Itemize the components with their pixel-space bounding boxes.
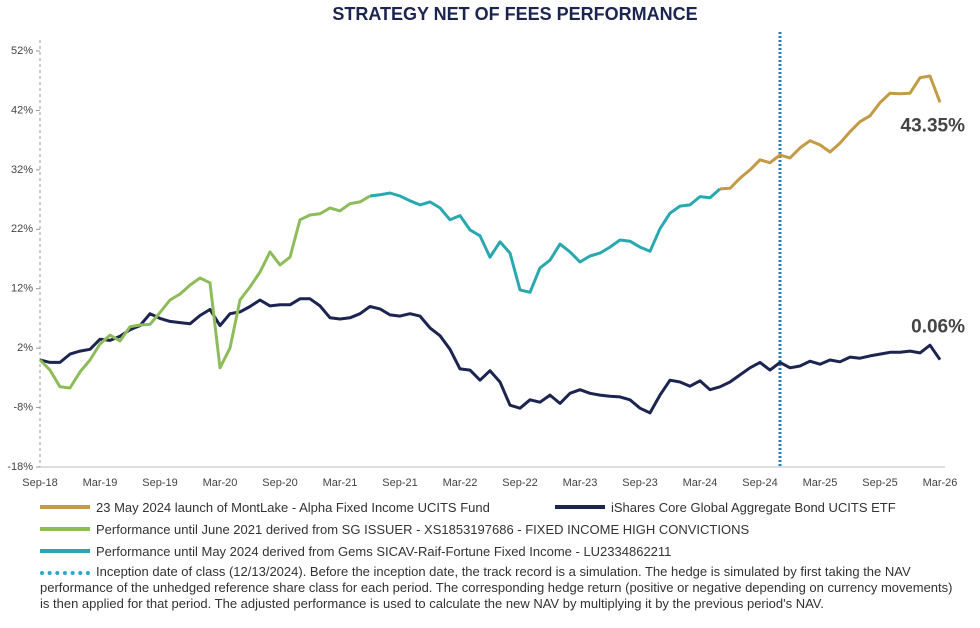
y-tick-label: -8% [13, 401, 33, 413]
note: Inception date of class (12/13/2024). Be… [40, 564, 965, 612]
legend-label: Performance until May 2024 derived from … [96, 543, 672, 559]
legend-item: 23 May 2024 launch of MontLake - Alpha F… [40, 500, 555, 515]
legend: 23 May 2024 launch of MontLake - Alpha F… [40, 496, 965, 612]
x-tick-label: Sep-22 [502, 477, 537, 489]
y-tick-label: 22% [11, 223, 33, 235]
legend-row: Performance until May 2024 derived from … [40, 540, 965, 562]
x-tick-label: Sep-19 [142, 477, 177, 489]
legend-row: Performance until June 2021 derived from… [40, 518, 965, 540]
legend-row: 23 May 2024 launch of MontLake - Alpha F… [40, 496, 965, 518]
y-tick-label: -18% [7, 461, 33, 473]
legend-label: iShares Core Global Aggregate Bond UCITS… [611, 499, 896, 515]
x-tick-label: Mar-26 [923, 477, 958, 489]
y-tick-label: 42% [11, 104, 33, 116]
x-tick-label: Sep-24 [742, 477, 777, 489]
series-line [39, 297, 942, 415]
x-tick-label: Mar-20 [203, 477, 238, 489]
note-text: Inception date of class (12/13/2024). Be… [40, 564, 953, 611]
y-tick-label: 32% [11, 164, 33, 176]
legend-label: 23 May 2024 launch of MontLake - Alpha F… [96, 499, 490, 515]
x-tick-label: Sep-21 [382, 477, 417, 489]
series-line [38, 194, 371, 390]
legend-label: Performance until June 2021 derived from… [96, 521, 750, 537]
x-tick-label: Mar-24 [683, 477, 718, 489]
x-tick-label: Mar-21 [323, 477, 358, 489]
legend-item: iShares Core Global Aggregate Bond UCITS… [555, 500, 896, 515]
value-label: 0.06% [911, 317, 965, 338]
x-tick-label: Sep-25 [862, 477, 897, 489]
y-tick-label: 52% [11, 45, 33, 57]
legend-swatch [40, 527, 90, 531]
y-tick-label: 12% [11, 283, 33, 295]
value-label: 43.35% [901, 115, 966, 136]
x-tick-label: Mar-23 [563, 477, 598, 489]
note-marker [40, 570, 90, 575]
x-tick-label: Mar-19 [83, 477, 118, 489]
legend-item: Performance until June 2021 derived from… [40, 522, 749, 537]
y-tick-label: 2% [17, 342, 33, 354]
x-tick-label: Sep-23 [622, 477, 657, 489]
x-tick-label: Sep-18 [22, 477, 57, 489]
chart: STRATEGY NET OF FEES PERFORMANCE -18% -8%… [7, 4, 966, 489]
legend-swatch [40, 549, 90, 553]
legend-item: Performance until May 2024 derived from … [40, 544, 671, 559]
chart-title: STRATEGY NET OF FEES PERFORMANCE [332, 4, 697, 24]
series-line [369, 187, 721, 294]
legend-swatch [555, 505, 605, 509]
x-tick-label: Mar-22 [443, 477, 478, 489]
legend-swatch [40, 505, 90, 509]
x-tick-label: Mar-25 [803, 477, 838, 489]
x-tick-label: Sep-20 [262, 477, 297, 489]
series-line [719, 74, 942, 191]
